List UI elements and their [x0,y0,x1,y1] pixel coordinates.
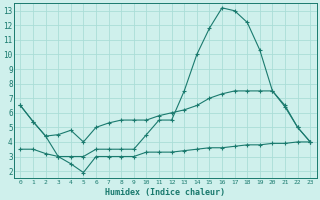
X-axis label: Humidex (Indice chaleur): Humidex (Indice chaleur) [105,188,225,197]
